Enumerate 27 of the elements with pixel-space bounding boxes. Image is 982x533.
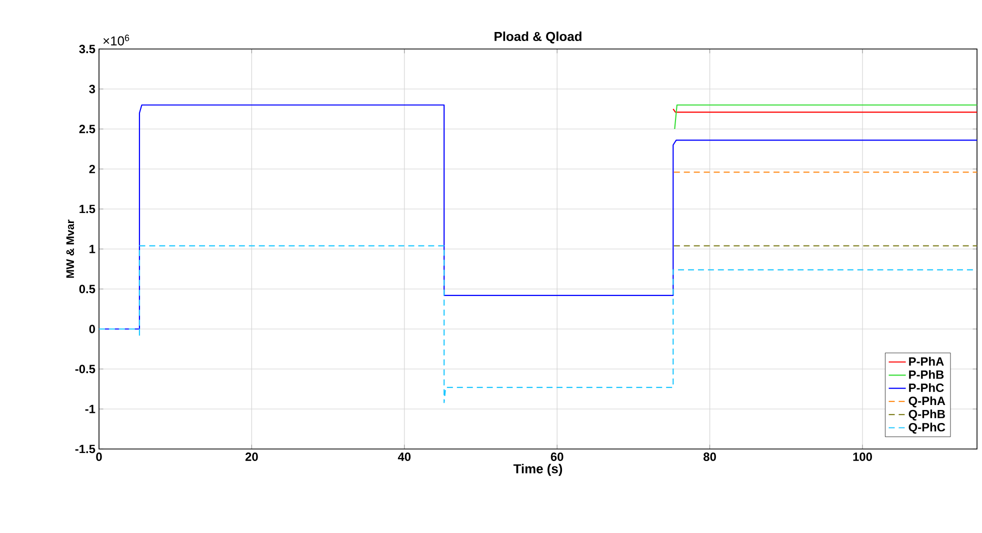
legend-label: P-PhC (909, 383, 944, 392)
legend-label: P-PhA (909, 356, 944, 366)
y-tick-label: 1 (90, 244, 96, 254)
x-tick-label: 80 (704, 452, 716, 461)
legend-label: Q-PhB (908, 410, 945, 421)
chart-title: Pload & Qload (494, 32, 582, 44)
text: ×10$^{6}$ (103, 34, 130, 46)
legend-label: P-PhB (909, 370, 944, 379)
y-tick-label: 0 (89, 324, 95, 334)
y-tick-label: 3.5 (79, 44, 96, 54)
legend-label: Q-PhA (908, 396, 946, 408)
y-tick-label: 1.5 (80, 204, 96, 214)
x-tick-label: 40 (398, 452, 411, 461)
x-tick-label: 20 (245, 452, 258, 461)
y-tick-label: 0.5 (79, 284, 96, 294)
y-axis-title: MW & Mvar (66, 220, 74, 278)
y-tick-label: 2.5 (79, 124, 96, 134)
y-tick-label: 3 (89, 84, 96, 94)
y-tick-label: -1.5 (75, 444, 96, 454)
y-tick-label: 2 (89, 164, 96, 174)
y-tick-label: -0.5 (75, 364, 96, 374)
x-tick-label: 100 (853, 452, 872, 461)
y-tick-label: -1 (85, 404, 96, 414)
x-axis-title: Time (s) (513, 464, 562, 476)
legend-label: Q-PhC (908, 422, 946, 434)
x-tick-label: 0 (96, 452, 102, 461)
x-tick-label: 60 (550, 452, 564, 461)
